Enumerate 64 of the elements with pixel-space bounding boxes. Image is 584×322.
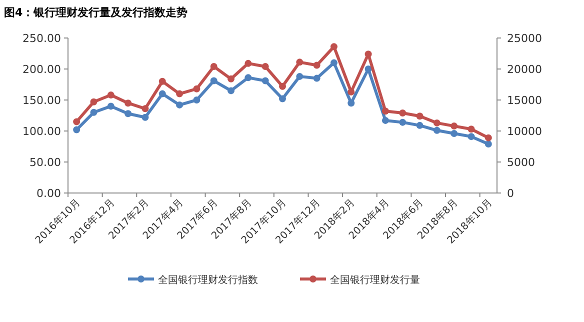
- point: [450, 122, 458, 130]
- point: [484, 134, 492, 142]
- y-tick-label: 150.00: [22, 94, 61, 107]
- y2-tick-label: 20000: [507, 63, 542, 76]
- y2-tick-label: 10000: [507, 125, 542, 138]
- point: [330, 43, 338, 50]
- point: [382, 116, 389, 124]
- point: [279, 82, 286, 90]
- y2-tick-label: 15000: [507, 94, 542, 107]
- point: [176, 90, 184, 98]
- point: [450, 130, 458, 137]
- point: [73, 126, 80, 134]
- point: [399, 118, 406, 126]
- point: [364, 50, 372, 58]
- point: [348, 100, 355, 107]
- y-tick-label: 50.00: [30, 156, 61, 169]
- point: [416, 122, 424, 129]
- point: [210, 77, 218, 84]
- point: [313, 62, 320, 69]
- point: [433, 119, 440, 126]
- point: [382, 108, 389, 115]
- point: [210, 63, 218, 70]
- y2-tick-label: 0: [507, 187, 514, 200]
- point: [296, 58, 304, 66]
- point: [279, 95, 286, 102]
- point: [484, 140, 492, 148]
- point: [244, 60, 252, 67]
- point: [90, 108, 98, 116]
- point: [364, 66, 372, 72]
- y-tick-label: 200.00: [22, 63, 61, 76]
- chart-title: 图4：银行理财发行量及发行指数走势: [4, 6, 188, 19]
- point: [176, 101, 184, 108]
- point: [158, 90, 166, 98]
- point: [142, 105, 149, 112]
- point: [73, 118, 80, 126]
- y-tick-label: 0.00: [36, 187, 61, 200]
- point: [244, 74, 252, 82]
- point: [262, 77, 269, 84]
- y2-tick-label: 5000: [507, 156, 535, 169]
- point: [468, 126, 475, 133]
- legend-label: 全国银行理财发行量: [330, 274, 420, 286]
- point: [262, 63, 269, 70]
- point: [124, 110, 132, 118]
- y2-tick-label: 25000: [507, 32, 542, 45]
- point: [142, 114, 149, 121]
- point: [228, 87, 235, 94]
- point: [193, 96, 200, 104]
- point: [228, 75, 235, 82]
- y-tick-label: 100.00: [22, 125, 61, 138]
- point: [158, 78, 166, 85]
- point: [296, 72, 304, 80]
- y-tick-label: 250.00: [22, 32, 61, 45]
- point: [90, 98, 98, 106]
- point: [107, 102, 114, 110]
- point: [107, 92, 114, 99]
- point: [124, 100, 132, 107]
- point: [399, 110, 406, 117]
- legend-label: 全国银行理财发行指数: [158, 274, 258, 286]
- point: [433, 126, 440, 134]
- point: [193, 85, 200, 92]
- point: [330, 59, 338, 66]
- point: [313, 74, 320, 82]
- point: [468, 133, 475, 140]
- point: [416, 112, 424, 120]
